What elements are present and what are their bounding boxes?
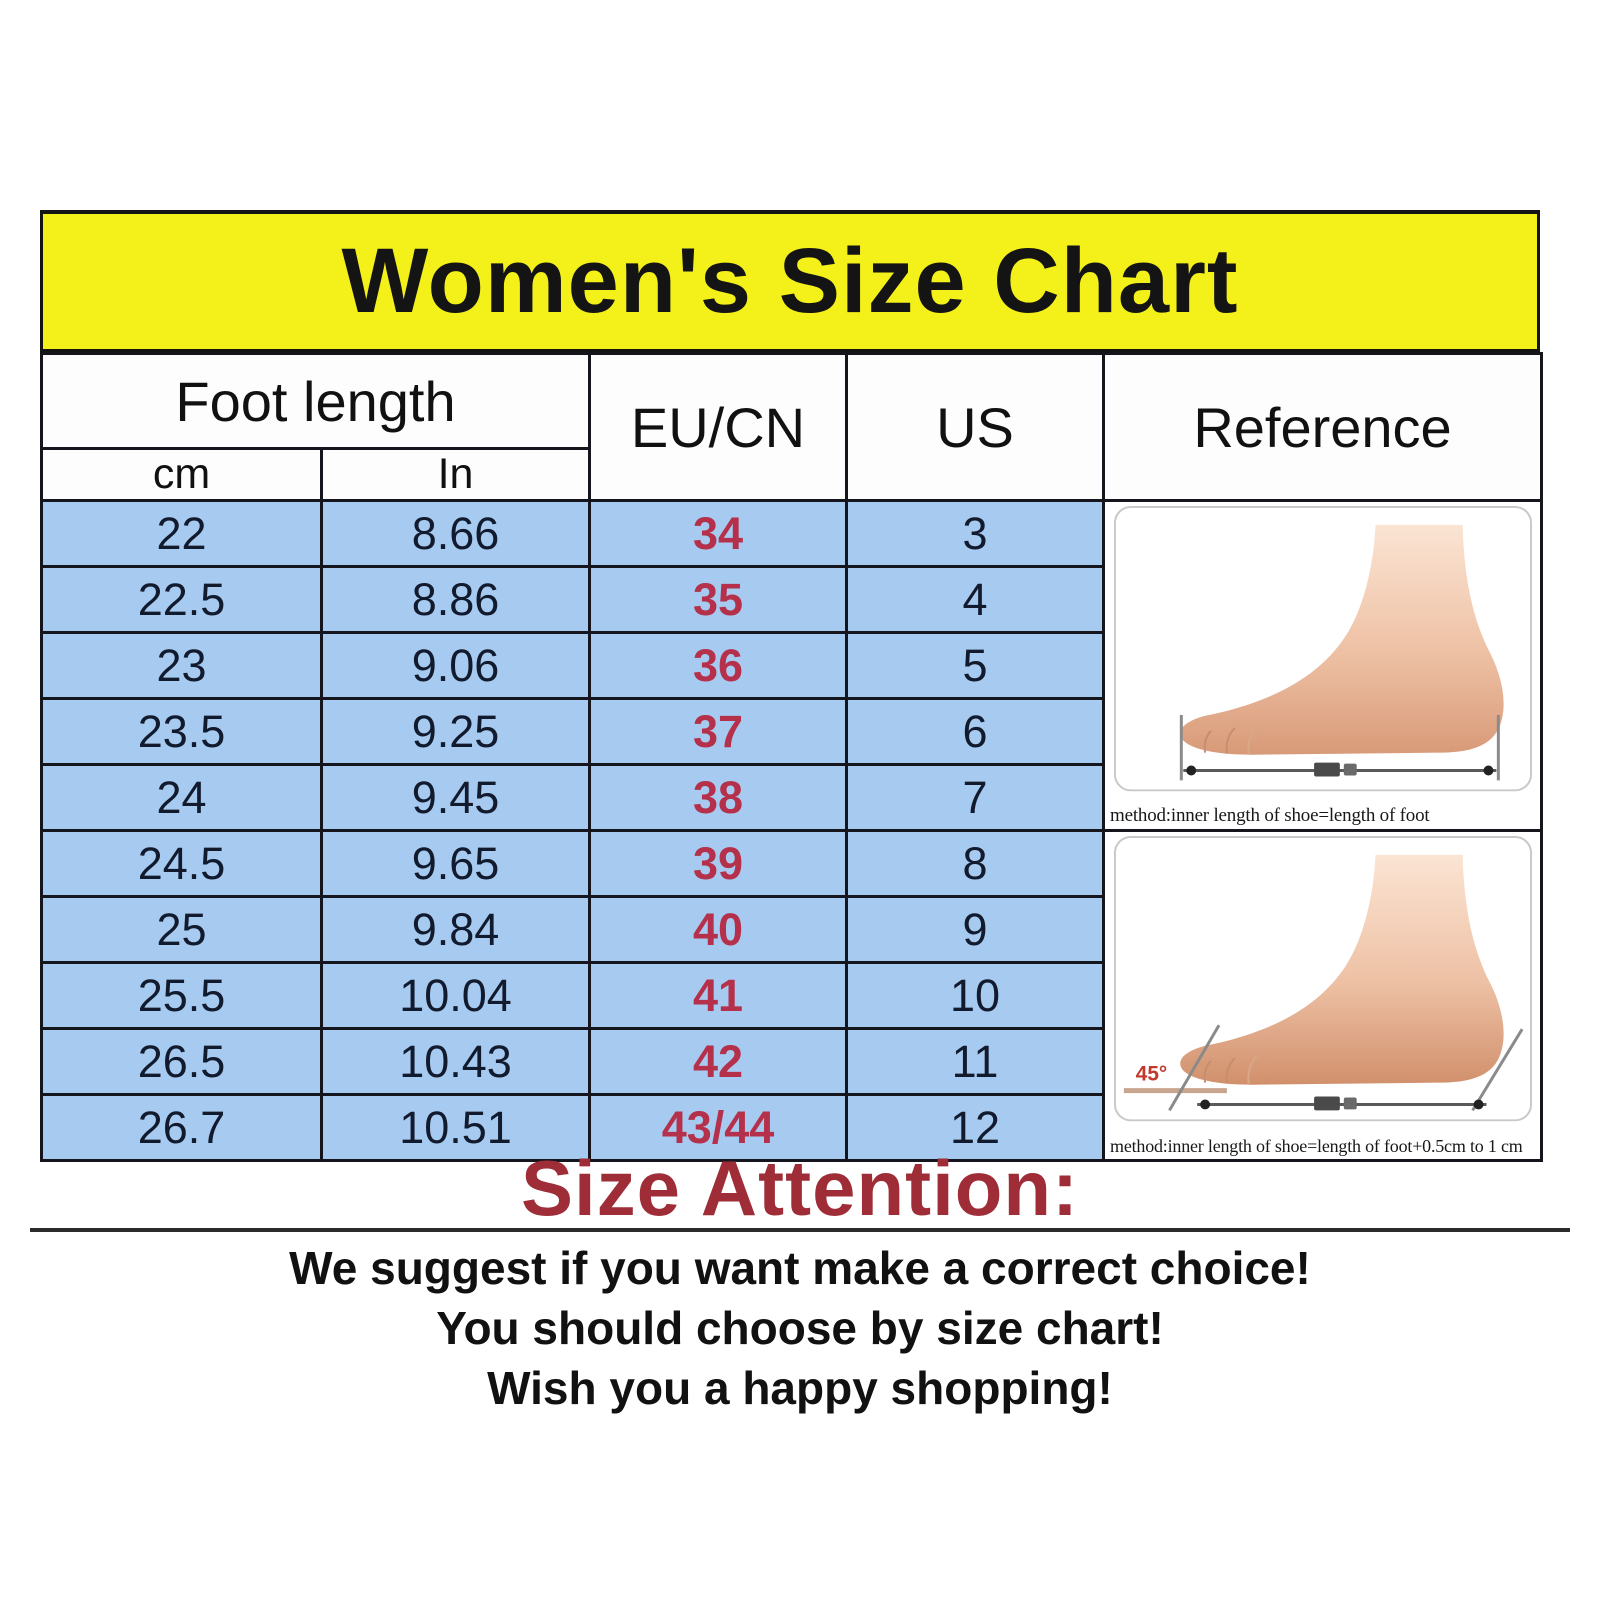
foot-icon (1179, 854, 1504, 1085)
cell-us: 7 (845, 763, 1106, 832)
cell-in: 9.65 (319, 829, 592, 898)
subheader-cm: cm (40, 447, 323, 502)
size-row: 26.7 10.51 43/44 12 (40, 1093, 1542, 1162)
cell-us: 10 (845, 961, 1106, 1030)
foot-measure-image-1 (1107, 504, 1539, 795)
note-line-1: We suggest if you want make a correct ch… (289, 1242, 1311, 1294)
cell-eu-cn: 36 (588, 631, 849, 700)
cell-cm: 26.5 (40, 1027, 323, 1096)
reference-cell-1: method:inner length of shoe=length of fo… (1102, 499, 1544, 832)
measure-line-icon (1167, 1024, 1523, 1112)
size-row: 24 9.45 38 7 (40, 763, 1542, 832)
cell-eu-cn: 42 (588, 1027, 849, 1096)
cell-eu-cn: 38 (588, 763, 849, 832)
size-row: 23 9.06 36 5 (40, 631, 1542, 700)
divider-line (30, 1228, 1570, 1232)
header-row: Foot length EU/CN US Reference (39, 352, 1544, 502)
size-chart: Women's Size Chart Foot length EU/CN US … (39, 210, 1544, 1162)
cell-cm: 25.5 (40, 961, 323, 1030)
size-row: 25.5 10.04 41 10 (40, 961, 1542, 1030)
cell-cm: 26.7 (40, 1093, 323, 1162)
cell-in: 8.66 (319, 499, 592, 568)
size-row: 23.5 9.25 37 6 (40, 697, 1542, 766)
cell-eu-cn: 37 (588, 697, 849, 766)
reference-cell-2: 45° method:inner length of shoe=length o… (1102, 829, 1544, 1162)
col-header-foot-length: Foot length (39, 352, 592, 450)
size-attention-heading: Size Attention: (520, 1144, 1080, 1232)
cell-us: 6 (845, 697, 1106, 766)
cell-cm: 24.5 (40, 829, 323, 898)
size-table: Foot length EU/CN US Reference cm In 22 … (39, 352, 1544, 1162)
cell-cm: 23.5 (40, 697, 323, 766)
cell-us: 9 (845, 895, 1106, 964)
size-row: 25 9.84 40 9 (40, 895, 1542, 964)
cell-us: 11 (845, 1027, 1106, 1096)
size-row: 22 8.66 34 3 (40, 499, 1544, 832)
cell-cm: 22 (40, 499, 323, 568)
cell-cm: 22.5 (40, 565, 323, 634)
measure-line-icon (1179, 715, 1500, 781)
col-header-reference: Reference (1102, 352, 1544, 502)
cell-us: 12 (845, 1093, 1106, 1162)
cell-us: 4 (845, 565, 1106, 634)
cell-us: 5 (845, 631, 1106, 700)
page-title: Women's Size Chart (341, 230, 1239, 332)
cell-eu-cn: 34 (588, 499, 849, 568)
cell-cm: 23 (40, 631, 323, 700)
cell-in: 9.84 (319, 895, 592, 964)
method-caption-1: method:inner length of shoe=length of fo… (1110, 805, 1430, 826)
cell-in: 9.25 (319, 697, 592, 766)
cell-in: 8.86 (319, 565, 592, 634)
cell-in: 10.43 (319, 1027, 592, 1096)
size-row: 22.5 8.86 35 4 (40, 565, 1542, 634)
subheader-row: cm In (40, 447, 1542, 502)
col-header-eu-cn: EU/CN (588, 352, 849, 502)
foot-icon (1179, 524, 1504, 755)
cell-eu-cn: 35 (588, 565, 849, 634)
subheader-in: In (319, 447, 592, 502)
foot-measure-image-2: 45° (1107, 834, 1539, 1125)
size-row: 26.5 10.43 42 11 (40, 1027, 1542, 1096)
title-band: Women's Size Chart (40, 210, 1540, 352)
size-row: 24.5 9.65 39 8 (40, 829, 1544, 1162)
method-caption-2: method:inner length of shoe=length of fo… (1110, 1136, 1523, 1156)
cell-in: 10.51 (319, 1093, 592, 1162)
note-line-2: You should choose by size chart! (436, 1302, 1164, 1354)
col-header-us: US (845, 352, 1106, 502)
cell-in: 10.04 (319, 961, 592, 1030)
foot-measure-icon (1113, 505, 1532, 792)
cell-in: 9.06 (319, 631, 592, 700)
cell-eu-cn: 39 (588, 829, 849, 898)
foot-measure-45deg-icon: 45° (1113, 835, 1532, 1122)
cell-eu-cn: 41 (588, 961, 849, 1030)
cell-us: 3 (845, 499, 1106, 568)
notes-block: We suggest if you want make a correct ch… (0, 1238, 1600, 1418)
cell-cm: 25 (40, 895, 323, 964)
cell-eu-cn: 40 (588, 895, 849, 964)
cell-us: 8 (845, 829, 1106, 898)
note-line-3: Wish you a happy shopping! (487, 1362, 1113, 1414)
cell-eu-cn: 43/44 (588, 1093, 849, 1162)
cell-in: 9.45 (319, 763, 592, 832)
angle-45-label: 45° (1135, 1063, 1166, 1086)
cell-cm: 24 (40, 763, 323, 832)
